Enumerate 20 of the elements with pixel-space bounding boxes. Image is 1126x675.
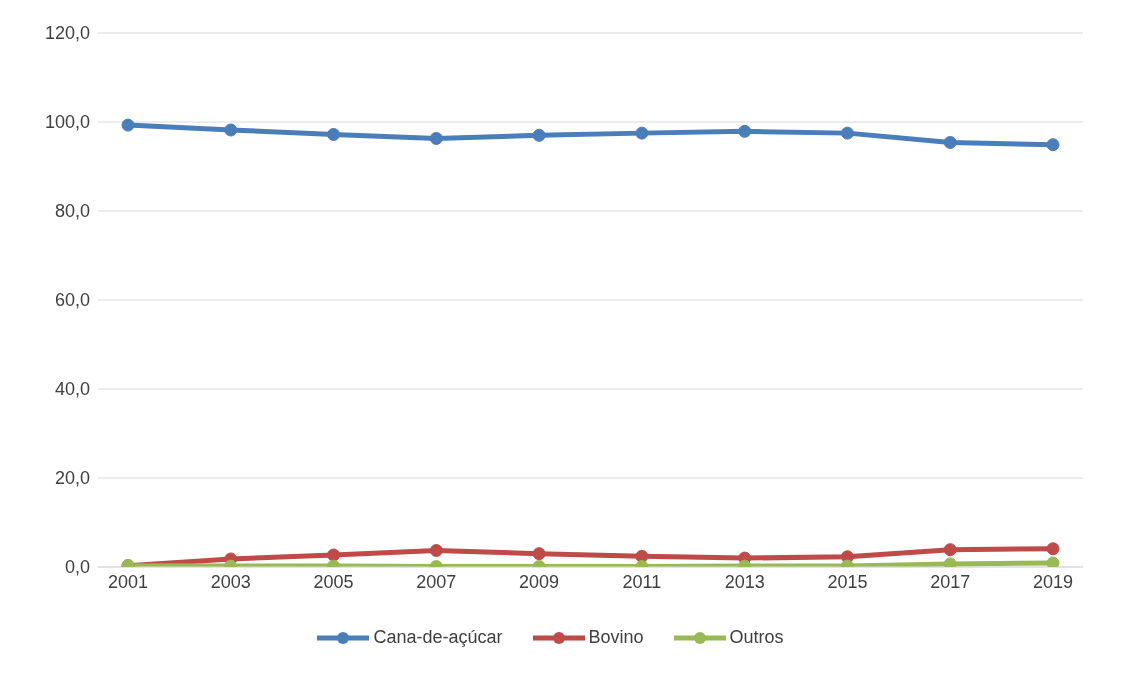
x-tick-label: 2009: [519, 571, 560, 592]
y-tick-label: 80,0: [54, 201, 90, 222]
y-tick-label: 40,0: [54, 379, 90, 400]
y-tick-label: 120,0: [44, 23, 90, 44]
x-tick-label: 2017: [930, 571, 971, 592]
x-tick-label: 2001: [107, 571, 149, 592]
legend-label: Bovino: [587, 627, 644, 648]
legend-label: Cana-de-açúcar: [372, 627, 503, 648]
y-tick-label: 0,0: [64, 557, 90, 578]
y-tick-label: 60,0: [54, 290, 90, 311]
y-tick-label: 100,0: [44, 112, 90, 133]
x-tick-label: 2019: [1032, 571, 1074, 592]
x-tick-label: 2003: [210, 571, 251, 592]
x-tick-label: 2015: [827, 571, 868, 592]
x-tick-label: 2011: [622, 571, 662, 592]
legend-label: Outros: [728, 627, 784, 648]
x-tick-label: 2005: [313, 571, 354, 592]
x-tick-label: 2013: [724, 571, 765, 592]
x-tick-label: 2007: [416, 571, 457, 592]
y-tick-label: 20,0: [54, 468, 90, 489]
